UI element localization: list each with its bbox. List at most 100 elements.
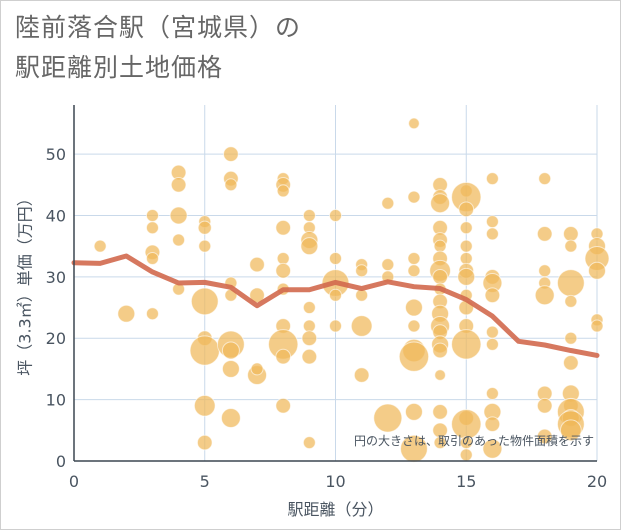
bubble-point [350, 315, 373, 337]
bubble-point [536, 397, 553, 414]
bubble-point [430, 193, 451, 214]
bubble-point [329, 288, 342, 302]
y-tick-label: 10 [46, 391, 66, 410]
bubble-point [485, 325, 499, 339]
bubble-point [145, 307, 159, 321]
bubble-point [223, 146, 239, 162]
bubble-point [301, 330, 318, 347]
x-tick-label: 20 [587, 472, 607, 491]
bubble-point [564, 239, 578, 253]
bubble-point [407, 264, 421, 278]
bubble-point [302, 208, 316, 222]
bubble-point [220, 408, 241, 429]
bubble-point [457, 267, 476, 286]
bubble-point [189, 335, 220, 366]
bubble-point [198, 239, 212, 253]
bubble-point [353, 367, 370, 383]
bubble-point [275, 262, 292, 279]
bubble-point [190, 287, 219, 316]
bubble-point [590, 319, 604, 333]
bubble-point [432, 269, 448, 285]
bubble-point [355, 264, 369, 278]
bubble-point [170, 176, 187, 193]
x-tick-label: 10 [325, 472, 345, 491]
bubble-point [381, 258, 395, 272]
bubble-point [459, 448, 473, 462]
bubble-point [559, 419, 582, 442]
average-line-series [71, 253, 600, 358]
bubble-point [485, 227, 499, 241]
bubble-point [221, 359, 240, 378]
bubble-point [433, 436, 447, 450]
bubble-point [538, 172, 552, 186]
bubble-point [459, 221, 473, 235]
bubble-point [404, 402, 423, 421]
chart-title-line2: 駅距離別土地価格 [15, 53, 224, 82]
y-tick-label: 20 [46, 329, 66, 348]
bubble-point [407, 319, 421, 333]
tick-labels: 0 5 10 15 20 0 10 20 30 40 50 [46, 145, 608, 491]
bubble-size-note: 円の大きさは、取引のあった物件面積を示す [354, 433, 594, 448]
bubble-point [564, 331, 578, 345]
bubble-point [275, 219, 292, 236]
x-tick-label: 0 [69, 472, 79, 491]
bubble-point [145, 221, 159, 235]
bubble-point [563, 354, 579, 371]
bubble-point [221, 341, 240, 360]
bubble-point [355, 288, 369, 302]
bubble-point [276, 184, 290, 198]
bubble-point [484, 287, 501, 304]
y-axis-label: 坪（3.3㎡）単価（万円） [16, 190, 35, 375]
bubble-point [145, 251, 159, 265]
bubble-point [459, 251, 473, 265]
bubble-point [276, 251, 290, 265]
bubble-point [381, 196, 395, 210]
bubble-point [373, 403, 403, 433]
bubble-point [485, 386, 499, 400]
bubble-point [408, 117, 420, 130]
bubble-point [563, 226, 579, 242]
bubble-point [169, 206, 188, 225]
bubble-point [407, 251, 421, 265]
bubble-point [564, 294, 578, 308]
bubble-point [400, 434, 428, 463]
axes [73, 105, 597, 462]
x-axis-label: 駅距離（分） [287, 500, 383, 519]
y-tick-label: 40 [46, 206, 66, 225]
x-tick-label: 15 [456, 472, 476, 491]
bubble-point [538, 264, 552, 278]
bubble-point [249, 256, 265, 273]
bubble-point [534, 285, 555, 306]
bubble-point [404, 298, 423, 317]
bubble-point [432, 404, 448, 420]
bubble-point [451, 329, 482, 360]
bubble-point [329, 319, 342, 333]
bubble-point [145, 208, 159, 222]
bubble-point [329, 251, 342, 265]
bubble-point [482, 438, 503, 459]
bubble-point [434, 369, 446, 381]
bubble-point [300, 237, 319, 256]
bubble-point [117, 304, 136, 323]
y-tick-label: 50 [46, 145, 66, 164]
bubble-point [302, 301, 316, 315]
bubble-point [197, 220, 212, 235]
bubble-point [458, 201, 475, 218]
bubble-point [485, 337, 499, 351]
average-price-line [71, 253, 600, 358]
bubble-point [275, 397, 292, 414]
bubble-point [302, 436, 316, 450]
bubble-point [398, 341, 430, 372]
bubble-point [301, 348, 318, 365]
bubble-point [329, 208, 342, 222]
bubble-point [459, 239, 473, 253]
bubble-point [536, 428, 553, 445]
bubble-point [302, 319, 316, 333]
bubble-point [484, 416, 501, 433]
bubble-point [588, 261, 606, 280]
bubble-point [172, 233, 186, 247]
bubble-point [485, 215, 499, 229]
x-tick-label: 5 [200, 472, 210, 491]
